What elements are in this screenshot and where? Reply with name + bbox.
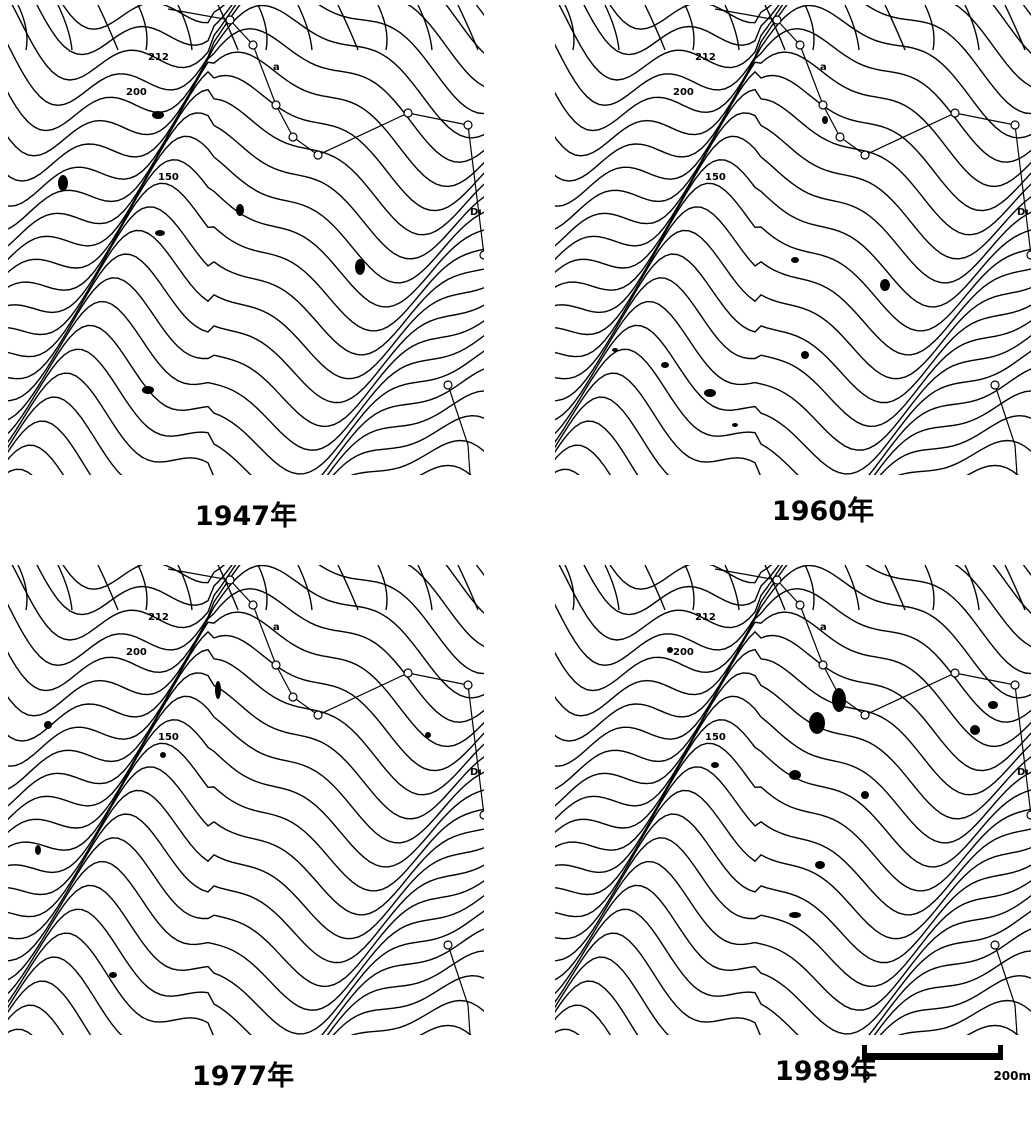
contour-label: 150 [158,732,179,743]
patches [35,681,431,978]
map-mark: a [273,622,280,633]
map-panel: 212 200 150 a Dı [8,5,484,475]
year-label: 1947年 [195,500,297,532]
contour-label: 200 [673,647,694,658]
contour-label: 212 [695,52,716,63]
year-label: 1960年 [772,495,874,527]
scale-start: 0 [862,1069,870,1083]
map-mark: Dı [470,767,482,778]
contour-label: 150 [158,172,179,183]
contour-label: 150 [705,732,726,743]
map-mark: Dı [1017,767,1029,778]
map-mark: a [820,62,827,73]
patches [667,647,998,918]
map-panel: 212 200 150 a Dı [8,565,484,1035]
scale-bar-line [862,1053,1003,1060]
year-label: 1989年 [775,1055,877,1087]
contour-label: 212 [148,52,169,63]
map-panel: 212 200 150 a Dı [555,565,1031,1035]
map-mark: Dı [1017,207,1029,218]
patches [58,111,365,394]
map-mark: Dı [470,207,482,218]
year-label: 1977年 [192,1060,294,1092]
map-panel: 212 200 150 a Dı [555,5,1031,475]
scale-end: 200m [993,1069,1031,1083]
contour-label: 200 [126,647,147,658]
scale-bar: 0 200m [862,1045,1031,1083]
contour-label: 200 [673,87,694,98]
contour-label: 212 [148,612,169,623]
patches [612,116,890,427]
map-mark: a [273,62,280,73]
contour-label: 150 [705,172,726,183]
contour-label: 212 [695,612,716,623]
map-mark: a [820,622,827,633]
contour-label: 200 [126,87,147,98]
